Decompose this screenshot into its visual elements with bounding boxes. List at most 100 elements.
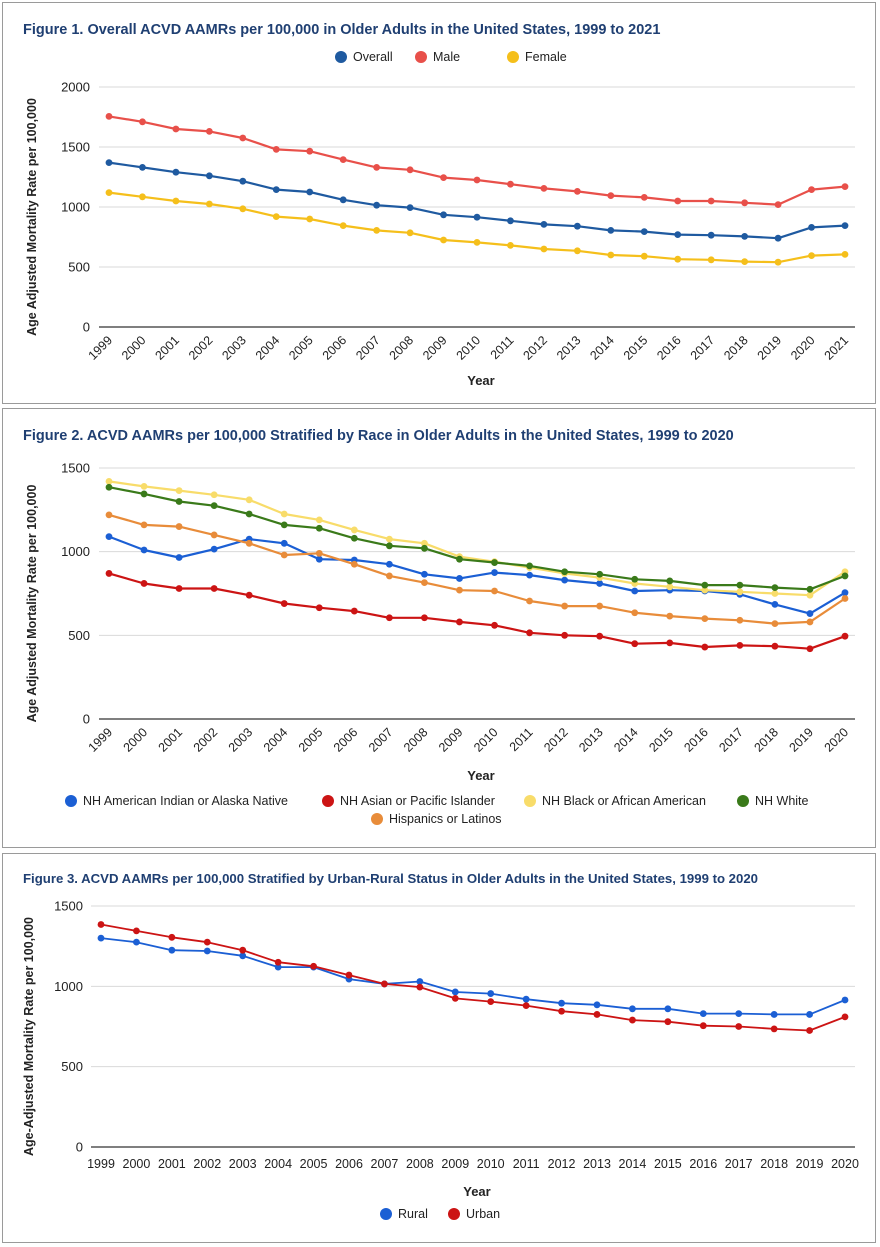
data-point [205, 127, 213, 135]
data-point [771, 620, 779, 628]
data-point [593, 1011, 601, 1018]
data-point [315, 516, 323, 524]
data-point [421, 570, 428, 578]
x-axis-title: Year [463, 1184, 490, 1199]
legend-label: NH Asian or Pacific Islander [340, 794, 495, 808]
series-urban [97, 921, 849, 1034]
data-point [239, 205, 247, 213]
data-point [381, 980, 388, 988]
data-point [526, 629, 533, 637]
data-point [540, 221, 548, 228]
legend-label: Hispanics or Latinos [389, 812, 502, 826]
data-point [105, 113, 113, 120]
data-point [491, 587, 498, 595]
figure-1-panel: Figure 1. Overall ACVD AAMRs per 100,000… [2, 2, 876, 404]
data-point [806, 585, 814, 593]
data-point [168, 933, 176, 941]
data-point [631, 640, 639, 648]
legend-swatch [335, 51, 347, 63]
x-tick-label: 2001 [156, 725, 186, 755]
data-point [133, 927, 140, 935]
legend-swatch [507, 51, 519, 63]
legend-swatch [448, 1208, 460, 1220]
data-point [172, 125, 180, 133]
data-point [373, 164, 381, 171]
data-point [629, 1005, 636, 1013]
chart-title: Figure 3. ACVD AAMRs per 100,000 Stratif… [23, 871, 758, 886]
x-tick-label: 2001 [158, 1157, 186, 1171]
data-point [105, 511, 113, 519]
data-point [239, 952, 247, 960]
data-point [350, 560, 358, 568]
data-point [674, 231, 682, 239]
data-point [205, 172, 213, 180]
data-point [808, 224, 815, 231]
x-tick-label: 2019 [787, 725, 817, 755]
x-tick-label: 2010 [454, 333, 484, 363]
data-point [451, 994, 459, 1002]
data-point [421, 544, 428, 552]
data-point [239, 946, 247, 954]
data-point [607, 227, 615, 234]
data-point [280, 551, 288, 559]
x-tick-label: 2007 [371, 1157, 399, 1171]
data-point [561, 576, 569, 584]
legend-label: Male [433, 50, 460, 64]
data-point [175, 498, 183, 505]
x-tick-label: 2009 [436, 725, 466, 755]
data-point [315, 549, 323, 557]
x-tick-label: 2011 [513, 1157, 540, 1171]
data-point [239, 134, 247, 142]
x-tick-label: 2010 [471, 725, 501, 755]
data-point [631, 575, 639, 583]
data-point [210, 491, 218, 499]
data-point [808, 252, 815, 259]
data-point [735, 1010, 743, 1018]
data-point [140, 546, 148, 554]
data-point [666, 583, 674, 591]
x-tick-label: 2020 [831, 1157, 859, 1171]
data-point [280, 510, 288, 518]
series-line [100, 923, 846, 1032]
data-point [841, 595, 849, 602]
data-point [440, 236, 447, 244]
data-point [105, 533, 113, 541]
data-point [640, 228, 648, 236]
data-point [561, 602, 569, 610]
data-point [701, 643, 709, 651]
x-tick-label: 2005 [300, 1157, 328, 1171]
figure-3-chart: Figure 3. ACVD AAMRs per 100,000 Stratif… [22, 871, 859, 1221]
x-tick-label: 2014 [619, 1157, 647, 1171]
data-point [272, 213, 280, 221]
data-point [596, 632, 604, 640]
legend-label: NH American Indian or Alaska Native [83, 794, 288, 808]
data-point [629, 1016, 636, 1024]
data-point [272, 146, 280, 153]
data-point [473, 239, 481, 246]
data-point [133, 938, 140, 946]
data-point [507, 242, 514, 249]
data-point [808, 186, 815, 194]
data-point [573, 222, 581, 230]
data-point [373, 201, 381, 209]
data-point [487, 990, 495, 997]
data-point [440, 211, 447, 219]
series-line [108, 572, 846, 650]
legend-label: NH Black or African American [542, 794, 706, 808]
data-point [421, 579, 428, 587]
data-point [631, 609, 639, 617]
data-point [558, 999, 565, 1007]
data-point [841, 996, 849, 1004]
data-point [274, 963, 282, 971]
series-line [100, 937, 846, 1016]
data-point [841, 222, 849, 230]
series-nh-asian-or-pacific-islander [105, 570, 849, 653]
legend-label: NH White [755, 794, 809, 808]
data-point [306, 188, 314, 196]
data-point [350, 534, 358, 542]
x-tick-label: 2002 [186, 333, 216, 363]
data-point [640, 252, 648, 260]
x-tick-label: 2006 [335, 1157, 363, 1171]
data-point [373, 227, 381, 234]
